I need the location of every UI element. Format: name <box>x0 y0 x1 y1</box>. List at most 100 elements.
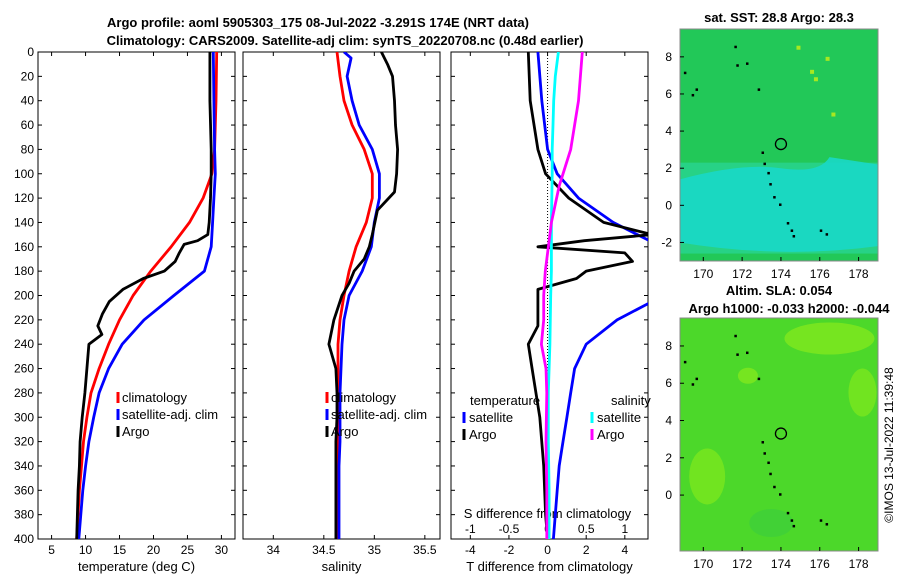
ytick-label-180: 180 <box>14 264 34 278</box>
sla-map-island-14 <box>819 519 823 522</box>
sst-map-frame <box>679 28 879 262</box>
sst-hotspot-3 <box>796 45 801 50</box>
credit-text: ©IMOS 13-Jul-2022 11:39:48 <box>882 367 896 523</box>
sla-map-island-3 <box>695 377 699 381</box>
difference-series-temperature-argo <box>526 52 648 539</box>
sst-map-island-0 <box>734 45 737 49</box>
temperature-axes-box <box>37 51 236 540</box>
sla-map-xtick-label-174: 174 <box>771 557 791 571</box>
sla-map-island-12 <box>790 519 794 522</box>
temperature-xtick-label-30: 30 <box>215 543 229 557</box>
sst-hotspot-2 <box>813 77 818 82</box>
ytick-label-260: 260 <box>14 362 34 376</box>
sla-map-argo-marker <box>774 427 788 440</box>
sst-hotspot-4 <box>831 112 836 117</box>
legend-temperature-argo: Argo <box>469 427 496 442</box>
temperature-panel: 0 20 40 60 80 100 120 140 160 180 200 220 240 260 280 3… <box>14 45 236 574</box>
ytick-label-200: 200 <box>14 289 34 303</box>
sla-low-patch <box>749 509 794 538</box>
sla-high-patch-4 <box>848 368 877 417</box>
salinity-xtick-label-34: 34 <box>267 543 281 557</box>
sst-map-ytick-label-2: 2 <box>665 161 672 175</box>
legend-temperature-satellite: satellite <box>469 410 513 425</box>
sla-map-ytick-label-8: 8 <box>665 339 672 353</box>
ytick-label-100: 100 <box>14 167 34 181</box>
difference-xtick-label-4: 4 <box>621 543 628 557</box>
ytick-label-240: 240 <box>14 337 34 351</box>
sst-map-island-7 <box>767 171 770 175</box>
sst-hotspot-0 <box>825 56 830 61</box>
sla-map-xtick-label-172: 172 <box>732 557 752 571</box>
sla-map-island-1 <box>736 353 739 356</box>
sst-map-xtick-label-170: 170 <box>693 267 713 281</box>
salinity-series-argo <box>327 52 399 539</box>
temperature-xtick-label-25: 25 <box>181 543 195 557</box>
temperature-legend-argo: Argo <box>122 424 149 439</box>
ytick-label-140: 140 <box>14 215 34 229</box>
sla-map-ytick-label-0: 0 <box>665 488 672 502</box>
salinity-xtick-label-35: 35 <box>368 543 382 557</box>
sst-map-island-15 <box>825 233 829 236</box>
top-tick-label-0-5: -0.5 <box>499 522 520 536</box>
ytick-label-0: 0 <box>27 45 34 59</box>
temperature-xtick-label-10: 10 <box>79 543 93 557</box>
sst-map-island-3 <box>695 88 699 91</box>
sst-map-island-16 <box>683 71 687 75</box>
sst-map-island-9 <box>773 196 776 199</box>
difference-series-salinity-satellite <box>546 52 560 539</box>
temperature-xtick-label-20: 20 <box>147 543 161 557</box>
salinity-xtick-label-34-5: 34.5 <box>312 543 336 557</box>
sla-map-ytick-label-2: 2 <box>665 451 672 465</box>
sla-map-island-15 <box>825 523 829 526</box>
sst-map-island-5 <box>761 151 765 154</box>
temperature-legend-satellite-adj-clim: satellite-adj. clim <box>122 407 218 422</box>
salinity-xtick-label-35-5: 35.5 <box>413 543 437 557</box>
sst-map-island-2 <box>746 62 749 65</box>
figure-title-2: Climatology: CARS2009. Satellite-adj cli… <box>107 33 584 48</box>
ytick-label-80: 80 <box>21 142 35 156</box>
sla-map-island-7 <box>767 461 770 465</box>
sst-map-xtick-label-172: 172 <box>732 267 752 281</box>
ytick-label-340: 340 <box>14 459 34 473</box>
sst-map-island-10 <box>779 203 782 206</box>
figure-title-1: Argo profile: aoml 5905303_175 08-Jul-20… <box>107 15 529 30</box>
difference-series-salinity-argo <box>540 52 584 539</box>
sla-map: Altim. SLA: 0.054 Argo h1000: -0.033 h200… <box>665 283 890 571</box>
sst-map-ytick-label-6: 6 <box>665 87 672 101</box>
difference-xtick-label-2: -2 <box>504 543 515 557</box>
sst-map-title: sat. SST: 28.8 Argo: 28.3 <box>704 10 854 25</box>
ytick-label-400: 400 <box>14 532 34 546</box>
sst-map-island-11 <box>786 222 790 225</box>
sst-map-island-14 <box>819 229 823 232</box>
sla-map-island-6 <box>763 452 766 455</box>
ytick-label-360: 360 <box>14 483 34 497</box>
legend-heading-salinity: salinity <box>611 393 651 408</box>
ytick-label-220: 220 <box>14 313 34 327</box>
salinity-xlabel: salinity <box>322 559 362 574</box>
sla-map-island-9 <box>773 485 776 489</box>
sst-map-island-13 <box>792 235 796 238</box>
ytick-label-120: 120 <box>14 191 34 205</box>
sst-map-argo-marker <box>774 137 788 151</box>
sla-map-island-10 <box>779 493 782 496</box>
salinity-legend-satellite-adj-clim: satellite-adj. clim <box>331 407 427 422</box>
difference-xtick-label-4: -4 <box>465 543 476 557</box>
temperature-series-satellite-adj-clim <box>77 52 217 539</box>
salinity-series-satellite-adj-clim <box>337 52 381 539</box>
temperature-series-argo <box>75 52 213 539</box>
legend-heading-temperature: temperature <box>470 393 540 408</box>
ytick-label-20: 20 <box>21 69 35 83</box>
sst-map-xtick-label-178: 178 <box>849 267 869 281</box>
sla-high-patch-1 <box>784 322 875 355</box>
salinity-panel: 34 34.5 35 35.5 salinity climatology satellite… <box>242 51 441 574</box>
difference-series-temperature-satellite <box>536 52 648 539</box>
sla-map-island-16 <box>683 360 687 364</box>
legend-salinity-satellite: satellite <box>597 410 641 425</box>
sla-map-xtick-label-170: 170 <box>693 557 713 571</box>
temperature-legend-climatology: climatology <box>122 390 188 405</box>
difference-xtick-label-0: 0 <box>544 543 551 557</box>
salinity-legend-argo: Argo <box>331 424 358 439</box>
sla-map-island-17 <box>691 383 695 386</box>
